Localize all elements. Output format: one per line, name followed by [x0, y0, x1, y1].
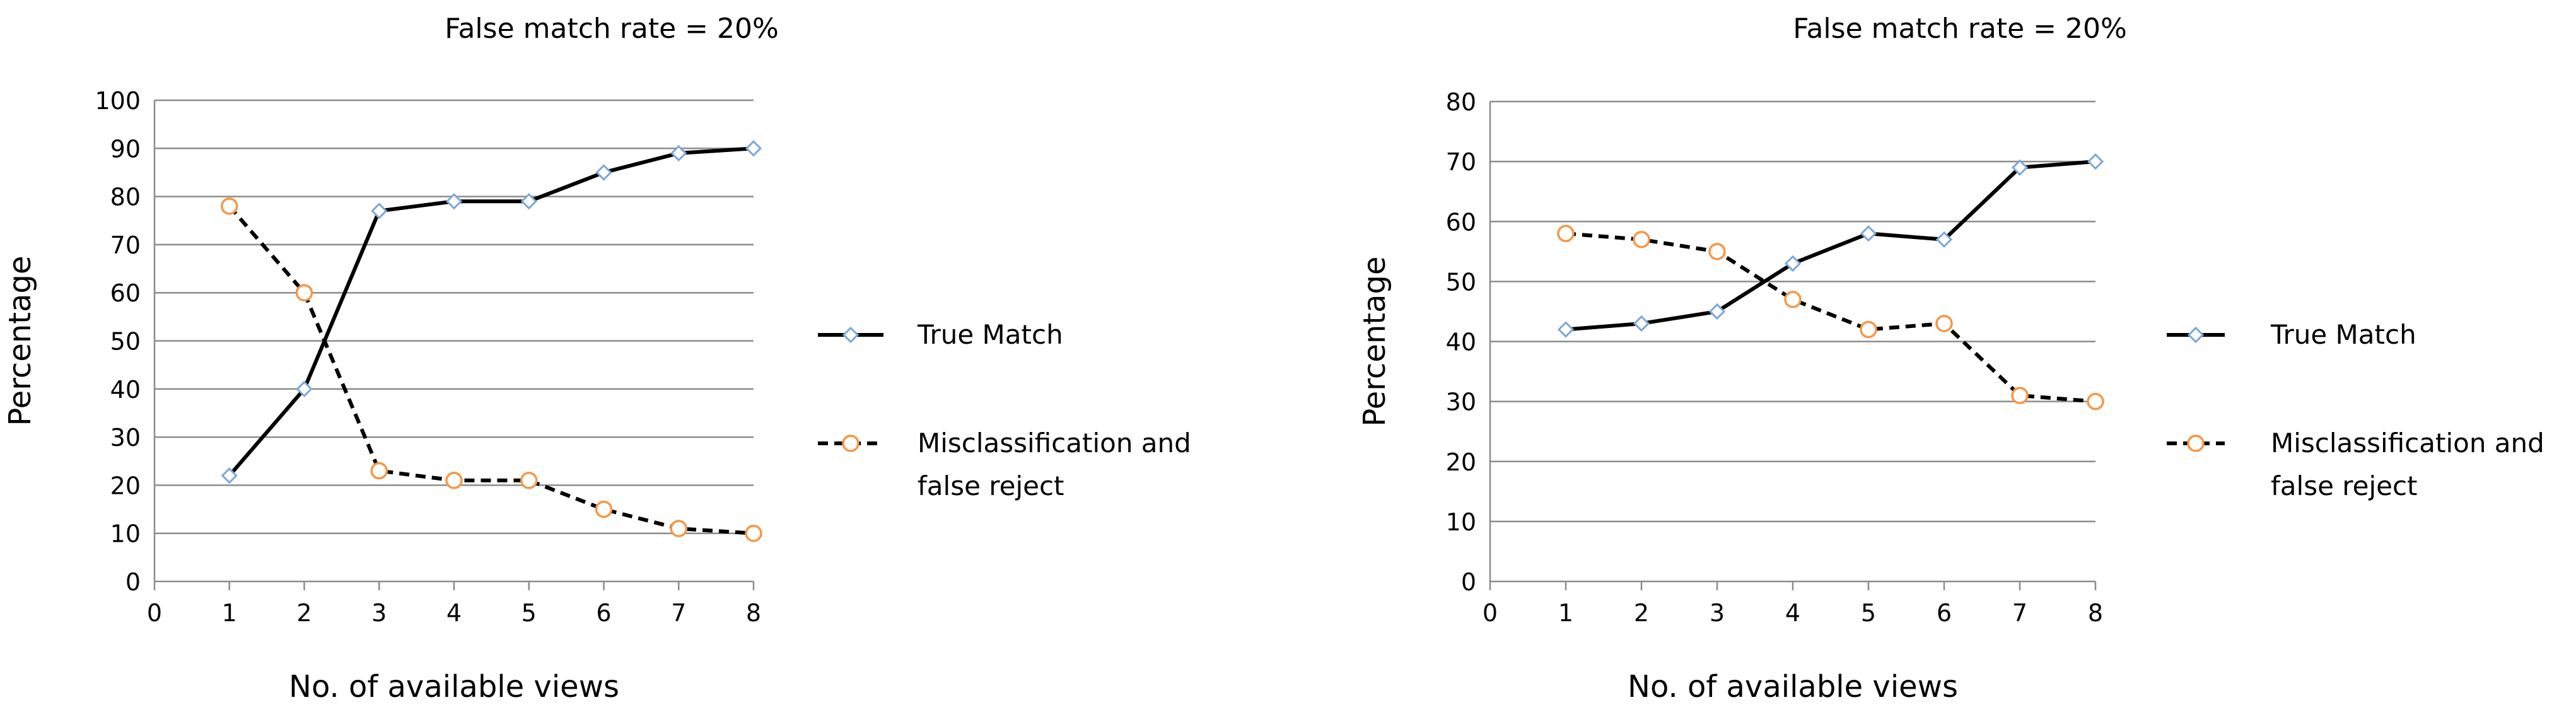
x-tick-label: 8 — [746, 599, 761, 627]
legend-label: false reject — [2271, 470, 2418, 501]
y-tick-label: 0 — [125, 568, 141, 596]
y-axis-label: Percentage — [3, 255, 38, 426]
misclassification-point — [1708, 243, 1726, 260]
legend-label: True Match — [2270, 319, 2416, 350]
x-tick-label: 1 — [222, 599, 237, 627]
x-tick-label: 8 — [2088, 599, 2103, 627]
legend-diamond-marker — [2187, 326, 2205, 344]
misclassification-point — [670, 520, 687, 537]
y-tick-label: 10 — [110, 520, 141, 548]
misclassification-point — [1860, 320, 1877, 339]
legend-label: false reject — [918, 470, 1064, 501]
x-tick-label: 1 — [1558, 599, 1573, 627]
true-match-point — [1860, 225, 1877, 242]
misclassification-point — [445, 472, 463, 489]
y-tick-label: 20 — [1446, 448, 1476, 476]
series-line-misclassification — [228, 204, 754, 535]
y-tick-label: 80 — [1446, 88, 1476, 116]
true-match-point — [745, 140, 762, 157]
misclassification-point — [221, 197, 238, 215]
misclassification-point — [745, 524, 762, 542]
y-tick-label: 30 — [1446, 388, 1476, 416]
chart-left: False match rate = 20%010203040506070809… — [3, 13, 1191, 704]
y-tick-label: 90 — [110, 135, 141, 163]
x-tick-label: 2 — [1634, 599, 1649, 627]
legend-label: Misclassification and — [918, 428, 1191, 458]
x-tick-label: 3 — [1710, 599, 1725, 627]
misclassification-point — [595, 500, 613, 518]
x-tick-label: 4 — [446, 599, 462, 627]
y-axis-label: Percentage — [1357, 256, 1392, 426]
legend-label: True Match — [917, 319, 1063, 350]
true-match-point — [1557, 321, 1575, 338]
x-axis-label: No. of available views — [1628, 669, 1958, 704]
misclassification-point — [295, 284, 313, 301]
legend-label: Misclassification and — [2271, 428, 2544, 458]
y-tick-label: 60 — [110, 279, 141, 307]
y-tick-label: 40 — [1446, 329, 1476, 356]
x-tick-label: 3 — [371, 599, 387, 627]
chart-title: False match rate = 20% — [1793, 13, 2127, 45]
true-match-point — [670, 144, 687, 162]
misclassification-point — [520, 472, 538, 489]
x-tick-label: 6 — [596, 599, 611, 627]
x-tick-label: 7 — [671, 599, 686, 627]
y-tick-label: 70 — [1446, 148, 1476, 176]
y-tick-label: 30 — [110, 424, 141, 452]
series-line-misclassification — [1565, 231, 2096, 404]
true-match-point — [296, 380, 313, 397]
x-tick-label: 0 — [147, 599, 162, 627]
misclassification-point — [1784, 291, 1802, 308]
true-match-point — [1784, 255, 1802, 272]
true-match-point — [2011, 159, 2029, 176]
chart-right: False match rate = 20% 0 10 20 30 40 50 60 70 80 0… — [1357, 13, 2544, 704]
misclassification-point — [370, 462, 388, 480]
series-line-true-match — [228, 146, 754, 477]
true-match-point — [221, 467, 238, 484]
y-tick-label: 20 — [110, 472, 141, 499]
y-tick-label: 80 — [110, 184, 141, 211]
y-tick-label: 60 — [1446, 208, 1476, 236]
x-axis-label: No. of available views — [289, 669, 619, 704]
misclassification-point — [1633, 231, 1650, 248]
misclassification-point — [1935, 315, 1953, 332]
y-tick-label: 0 — [1461, 568, 1476, 596]
series-line-true-match — [1565, 160, 2096, 332]
true-match-point — [1935, 231, 1953, 248]
true-match-point — [1708, 303, 1726, 320]
misclassification-point — [1557, 225, 1575, 243]
legend-diamond-marker — [842, 326, 860, 344]
true-match-point — [371, 202, 388, 219]
true-match-point — [595, 164, 612, 181]
y-tick-label: 40 — [110, 376, 141, 404]
x-tick-label: 4 — [1785, 599, 1800, 627]
true-match-point — [520, 193, 537, 210]
misclassification-point — [2011, 387, 2029, 404]
y-tick-label: 10 — [1446, 508, 1476, 536]
true-match-point — [2087, 153, 2104, 170]
y-tick-label: 50 — [110, 328, 141, 356]
x-tick-label: 5 — [1861, 599, 1876, 627]
y-tick-label: 100 — [95, 87, 141, 115]
y-tick-label: 50 — [1446, 268, 1476, 296]
true-match-point — [445, 193, 463, 210]
y-tick-label: 70 — [110, 231, 141, 259]
legend-circle-marker — [842, 435, 860, 452]
x-tick-label: 6 — [1937, 599, 1952, 627]
x-tick-label: 7 — [2012, 599, 2027, 627]
x-tick-label: 0 — [1483, 599, 1498, 627]
misclassification-point — [2087, 392, 2104, 411]
x-tick-label: 5 — [522, 599, 537, 627]
true-match-point — [1633, 315, 1650, 332]
legend-circle-marker — [2187, 435, 2205, 452]
x-tick-label: 2 — [296, 599, 312, 627]
chart-title: False match rate = 20% — [445, 13, 779, 45]
